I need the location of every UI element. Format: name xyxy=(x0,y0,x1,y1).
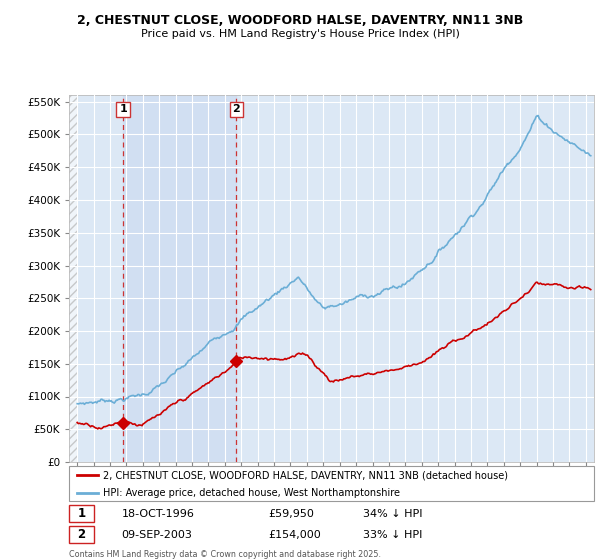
Text: 1: 1 xyxy=(119,104,127,114)
FancyBboxPatch shape xyxy=(69,505,94,522)
Text: Contains HM Land Registry data © Crown copyright and database right 2025.
This d: Contains HM Land Registry data © Crown c… xyxy=(69,550,381,560)
Text: 34% ↓ HPI: 34% ↓ HPI xyxy=(363,508,422,519)
Text: HPI: Average price, detached house, West Northamptonshire: HPI: Average price, detached house, West… xyxy=(103,488,400,497)
FancyBboxPatch shape xyxy=(69,466,594,501)
Text: £154,000: £154,000 xyxy=(269,530,321,540)
Text: 2: 2 xyxy=(232,104,240,114)
Bar xyxy=(123,95,236,462)
Text: £59,950: £59,950 xyxy=(269,508,314,519)
Text: Price paid vs. HM Land Registry's House Price Index (HPI): Price paid vs. HM Land Registry's House … xyxy=(140,29,460,39)
Text: 09-SEP-2003: 09-SEP-2003 xyxy=(121,530,193,540)
FancyBboxPatch shape xyxy=(69,526,94,543)
Text: 2, CHESTNUT CLOSE, WOODFORD HALSE, DAVENTRY, NN11 3NB (detached house): 2, CHESTNUT CLOSE, WOODFORD HALSE, DAVEN… xyxy=(103,470,508,480)
Text: 33% ↓ HPI: 33% ↓ HPI xyxy=(363,530,422,540)
Bar xyxy=(69,95,77,462)
Text: 1: 1 xyxy=(77,507,86,520)
Text: 18-OCT-1996: 18-OCT-1996 xyxy=(121,508,194,519)
Text: 2, CHESTNUT CLOSE, WOODFORD HALSE, DAVENTRY, NN11 3NB: 2, CHESTNUT CLOSE, WOODFORD HALSE, DAVEN… xyxy=(77,14,523,27)
Text: 2: 2 xyxy=(77,528,86,541)
